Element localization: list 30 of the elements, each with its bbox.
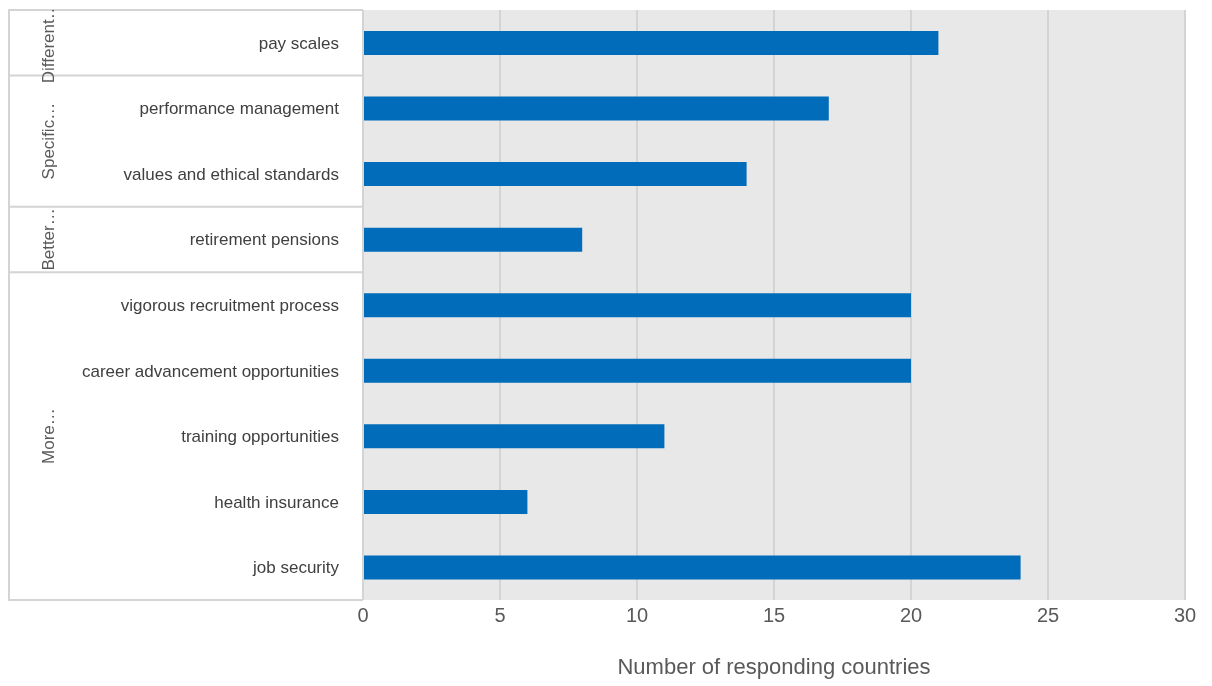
text: Specific… — [39, 102, 58, 180]
y-tick-label: vigorous recruitment process — [120, 296, 339, 316]
x-tick-label: 5 — [494, 604, 506, 627]
x-tick-label: 10 — [625, 604, 649, 627]
y-tick-label: pay scales — [258, 33, 339, 53]
text: More… — [39, 408, 58, 464]
y-tick-label: retirement pensions — [189, 230, 339, 250]
bar — [363, 555, 1021, 580]
x-tick-label: 30 — [1173, 604, 1197, 627]
x-tick-label: 15 — [762, 604, 786, 627]
bar — [363, 489, 528, 514]
x-tick-label: 25 — [1036, 604, 1060, 627]
y-tick-label: values and ethical standards — [123, 164, 339, 184]
x-tick-label: 0 — [357, 604, 369, 627]
y-tick-label: job security — [252, 558, 340, 578]
text: Different… — [39, 2, 58, 84]
x-axis-title: Number of responding countries — [617, 654, 931, 679]
bar — [363, 227, 583, 252]
bar — [363, 358, 911, 383]
bar — [363, 424, 665, 449]
bar — [363, 162, 747, 187]
y-tick-label: career advancement opportunities — [81, 361, 339, 381]
x-tick-label: 20 — [899, 604, 923, 627]
y-tick-label: health insurance — [214, 492, 339, 512]
y-tick-label: training opportunities — [181, 427, 339, 447]
bar — [363, 96, 829, 121]
y-tick-label: performance management — [139, 99, 340, 119]
bar — [363, 31, 939, 55]
bar — [363, 293, 911, 318]
text: Better… — [39, 208, 58, 271]
